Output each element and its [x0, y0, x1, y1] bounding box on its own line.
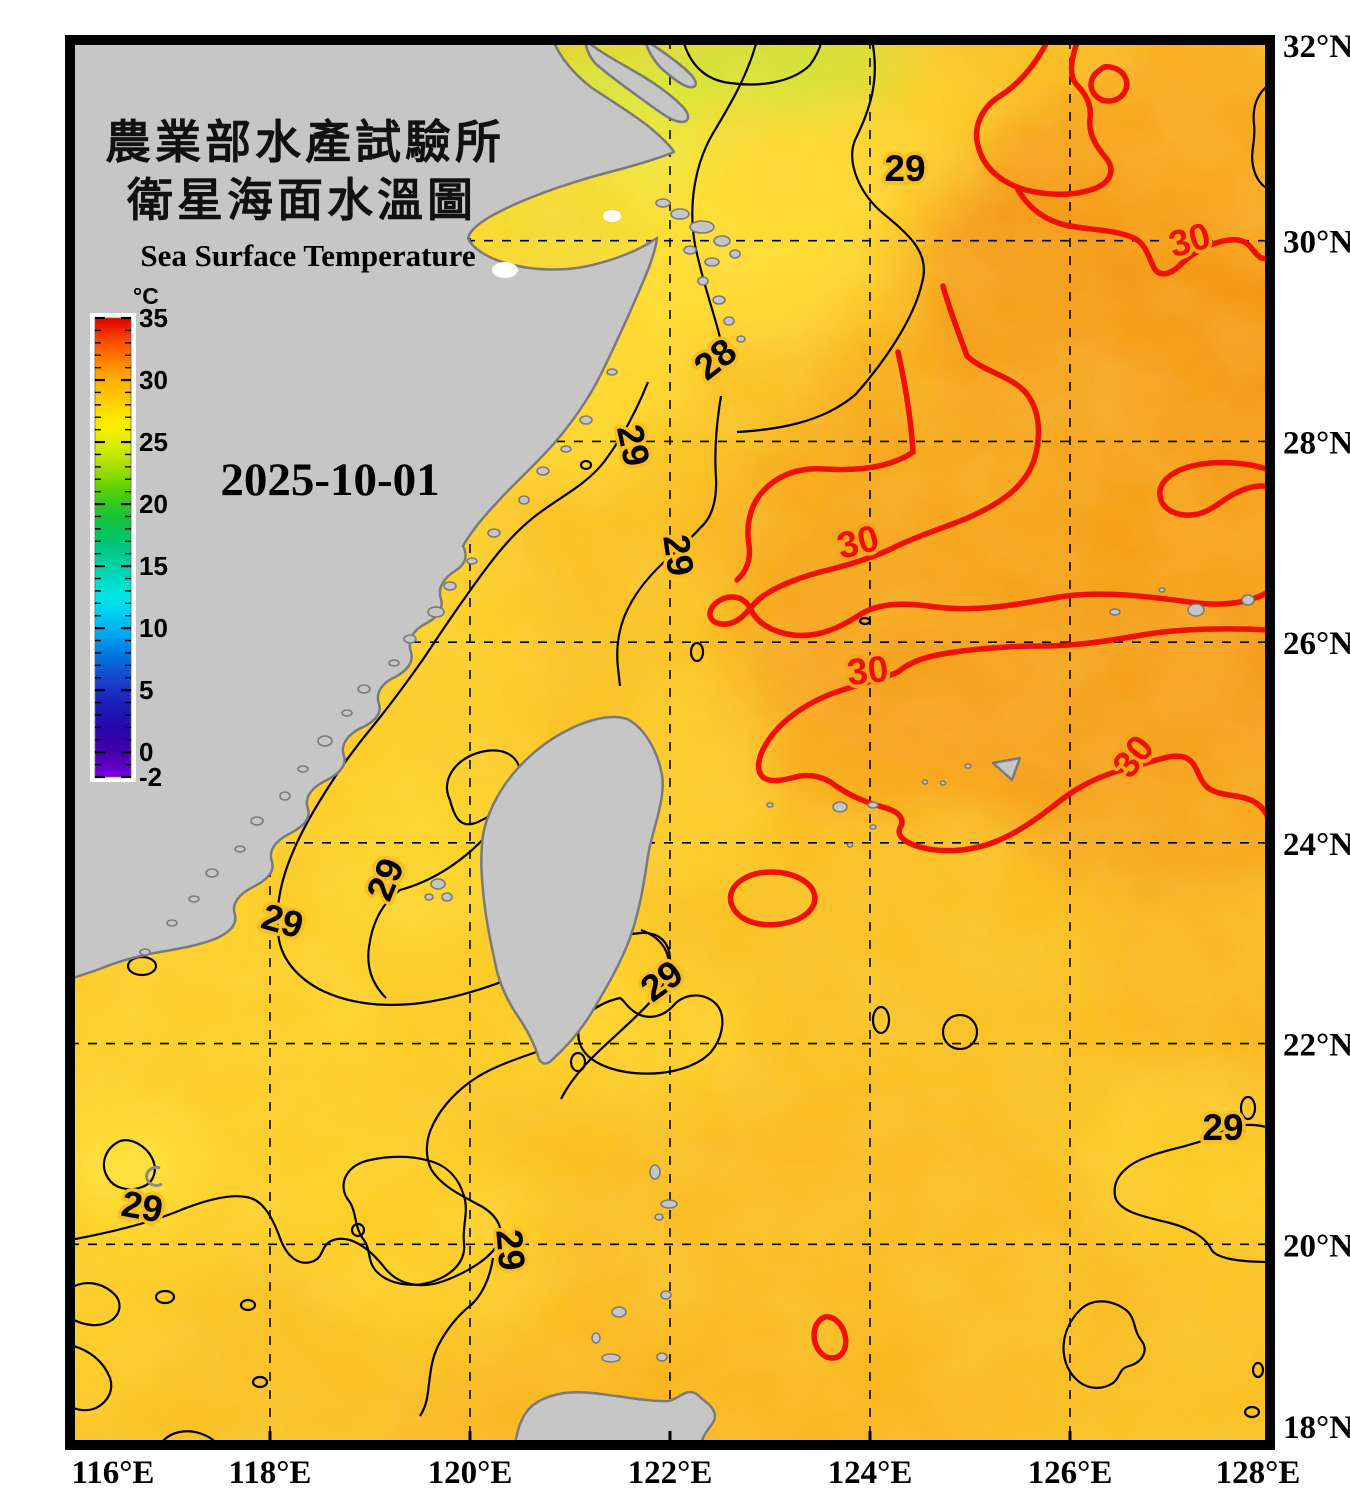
yangtze-spit-1 — [583, 40, 690, 124]
title-zh-line1: 農業部水產試驗所 — [105, 117, 505, 168]
contour-30-small-loop-top — [1088, 63, 1130, 104]
contour-loop — [569, 1051, 587, 1073]
frame-ticks — [268, 1431, 1072, 1442]
y-axis-label: 18°N — [1283, 1410, 1350, 1446]
yangtze-spit-2 — [643, 40, 697, 89]
contour-29-strait — [276, 381, 672, 1100]
contour-29-hook — [640, 928, 670, 988]
contour-label-29: 29 — [1202, 1107, 1243, 1148]
contour-29-southwest — [70, 1025, 577, 1287]
contour-loop — [858, 616, 872, 626]
contour-29-se-taiwan-loop — [577, 994, 724, 1075]
contour-30-central-west — [734, 349, 916, 583]
x-axis-label: 122°E — [628, 1455, 713, 1491]
y-axis-label: 32°N — [1283, 29, 1350, 65]
colorbar-value-label: 30 — [139, 365, 168, 395]
contour-label-29: 29 — [655, 532, 701, 578]
isotherm-contours-red — [707, 40, 1270, 1361]
longitude-axis-labels: 116°E 118°E 120°E 122°E 124°E 126°E 128°E — [72, 1455, 1301, 1491]
x-axis-label: 124°E — [828, 1455, 913, 1491]
contour-29-southeast — [1113, 1123, 1270, 1264]
x-axis-label: 116°E — [72, 1455, 155, 1491]
contour-28-north — [616, 40, 759, 687]
small-islands — [139, 198, 1255, 1363]
contour-loop — [1239, 1095, 1257, 1121]
colorbar-value-label: -2 — [139, 762, 162, 792]
cloud-patch — [603, 210, 621, 222]
x-axis-label: 128°E — [1216, 1455, 1301, 1491]
colorbar-value-label: 35 — [139, 303, 168, 333]
y-axis-label: 20°N — [1283, 1228, 1350, 1264]
contour-label-29: 29 — [488, 1228, 532, 1273]
contour-30-top-east — [1015, 187, 1270, 277]
y-axis-label: 22°N — [1283, 1028, 1350, 1064]
contour-29-south-branch — [419, 1257, 495, 1417]
contour-label-29: 29 — [884, 148, 925, 189]
x-axis-label: 126°E — [1028, 1455, 1113, 1491]
contour-loop — [239, 1298, 257, 1312]
colorbar-gradient — [94, 317, 132, 778]
colorbar-value-label: 0 — [139, 737, 153, 767]
colorbar-unit-label: °C — [133, 283, 159, 309]
contour-loop — [871, 1005, 891, 1035]
map-frame-border — [65, 35, 1275, 1450]
colorbar-tick-labels: 35 30 25 20 15 10 5 0-2 — [139, 303, 168, 792]
contour-30-small-south — [811, 1314, 849, 1361]
contour-loop — [689, 641, 705, 663]
title-zh-line2: 衛星海面水溫圖 — [126, 175, 477, 226]
contour-blob-sw — [342, 1155, 467, 1286]
x-axis-label: 120°E — [428, 1455, 513, 1491]
contour-loop — [350, 1222, 366, 1238]
dongsha-atoll-ring — [145, 1165, 163, 1187]
contour-label-30: 30 — [845, 648, 890, 693]
contour-loop — [126, 955, 158, 977]
contour-corner-sw1 — [70, 1282, 121, 1327]
y-axis-label: 26°N — [1283, 626, 1350, 662]
island-triangle-east — [991, 756, 1022, 782]
y-axis-label: 30°N — [1283, 225, 1350, 261]
contour-label-29: 29 — [609, 421, 658, 470]
contour-label-29: 29 — [118, 1183, 166, 1231]
colorbar: °C 35 30 25 20 15 10 5 0-2 — [90, 283, 168, 792]
contour-30-26n — [755, 626, 1270, 854]
luzon-island — [513, 1390, 717, 1445]
contour-29-north — [736, 40, 926, 434]
landmasses — [70, 40, 1255, 1445]
contour-27-yangtze — [681, 40, 824, 86]
title-en: Sea Surface Temperature — [140, 238, 475, 273]
contour-30-top-tongue — [973, 40, 1114, 198]
latitude-axis-labels: 32°N 30°N 28°N 26°N 24°N 22°N 20°N 18°N — [1283, 29, 1350, 1446]
taiwan-island — [480, 715, 664, 1065]
cloud-patch — [492, 262, 518, 278]
contour-right-border-loop — [1251, 83, 1270, 191]
contour-30-oval — [727, 869, 818, 928]
contour-loop — [1251, 1361, 1265, 1379]
contour-corner-sw2 — [70, 1343, 113, 1412]
contour-30-ne-hook — [1157, 459, 1270, 518]
contour-loop — [154, 1289, 176, 1305]
x-axis-label: 118°E — [229, 1455, 312, 1491]
date-label: 2025-10-01 — [220, 454, 439, 506]
colorbar-ticks — [95, 316, 131, 779]
colorbar-value-label: 15 — [139, 551, 168, 581]
colorbar-value-label: 10 — [139, 613, 168, 643]
contour-loop — [579, 459, 593, 471]
colorbar-value-label: 20 — [139, 489, 168, 519]
mainland-china — [70, 40, 676, 981]
contour-loop — [251, 1375, 269, 1389]
contour-loop-bright — [102, 1139, 156, 1191]
contour-blob-se — [1062, 1300, 1146, 1389]
contour-loop — [941, 1013, 979, 1051]
colorbar-value-label: 25 — [139, 427, 168, 457]
contour-loop — [1243, 1405, 1261, 1419]
y-axis-label: 24°N — [1283, 827, 1350, 863]
contour-30-central — [707, 283, 1270, 639]
colorbar-value-label: 5 — [139, 675, 153, 705]
y-axis-label: 28°N — [1283, 425, 1350, 461]
